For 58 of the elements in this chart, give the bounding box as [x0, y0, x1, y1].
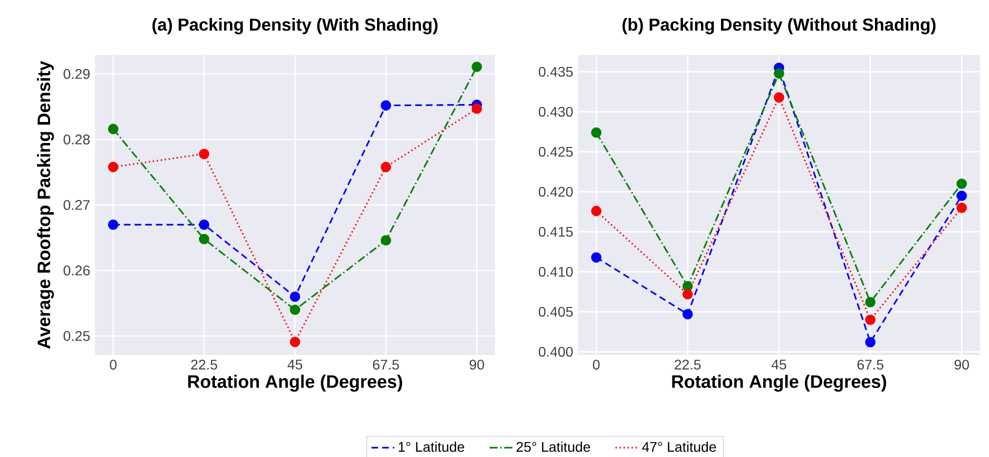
y-tick-label: 0.430	[538, 106, 573, 117]
point	[956, 202, 967, 213]
point	[198, 234, 210, 244]
point	[956, 190, 967, 201]
point	[108, 124, 118, 134]
x-axis-title: Rotation Angle (Degrees)	[188, 374, 402, 392]
y-tick-label: 0.405	[538, 306, 573, 317]
legend-label: 25° Latitude	[516, 442, 590, 452]
x-tick-label: 45	[288, 360, 302, 370]
y-tick-label: 0.27	[64, 200, 90, 210]
y-tick-label: 0.400	[538, 346, 573, 357]
legend-label: 1° Latitude	[398, 442, 464, 452]
point	[865, 314, 876, 325]
point	[290, 304, 300, 315]
point	[198, 148, 210, 160]
point	[198, 219, 210, 230]
point	[472, 104, 482, 114]
y-tick-label: 0.425	[538, 146, 573, 157]
point	[682, 308, 693, 320]
point	[682, 288, 693, 300]
point	[591, 252, 602, 263]
x-tick-label: 22.5	[191, 360, 218, 370]
point	[774, 92, 784, 103]
x-tick-label: 0	[592, 360, 600, 370]
y-tick-label: 0.410	[538, 266, 573, 277]
y-tick-label: 0.415	[538, 226, 573, 237]
y-tick-label: 0.29	[64, 69, 90, 79]
x-axis-title: Rotation Angle (Degrees)	[672, 374, 886, 392]
y-tick-label: 0.25	[64, 331, 90, 341]
y-tick-label: 0.420	[538, 186, 573, 197]
point	[380, 162, 392, 172]
point	[774, 68, 784, 79]
x-tick-label: 90	[954, 360, 969, 370]
x-tick-label: 67.5	[857, 360, 884, 370]
x-tick-label: 45	[772, 360, 786, 370]
point	[591, 206, 602, 216]
legend-label: 47° Latitude	[642, 442, 716, 452]
point	[290, 291, 300, 302]
point	[380, 235, 392, 246]
chart-title: (b) Packing Density (Without Shading)	[622, 18, 936, 34]
point	[865, 296, 876, 308]
point	[956, 178, 967, 189]
x-tick-label: 67.5	[372, 360, 399, 370]
x-tick-label: 90	[470, 360, 484, 370]
y-axis-title: Average Rooftop Packing Density	[37, 60, 54, 349]
point	[865, 336, 876, 348]
point	[472, 62, 482, 72]
y-tick-label: 0.28	[64, 134, 90, 144]
chart-title: (a) Packing Density (With Shading)	[152, 18, 438, 34]
point	[108, 219, 118, 230]
point	[380, 100, 392, 111]
y-tick-label: 0.435	[538, 66, 573, 77]
point	[108, 162, 118, 172]
y-tick-label: 0.26	[64, 266, 90, 276]
x-tick-label: 22.5	[674, 360, 701, 370]
x-tick-label: 0	[110, 360, 117, 370]
point	[290, 336, 300, 348]
point	[591, 127, 602, 138]
